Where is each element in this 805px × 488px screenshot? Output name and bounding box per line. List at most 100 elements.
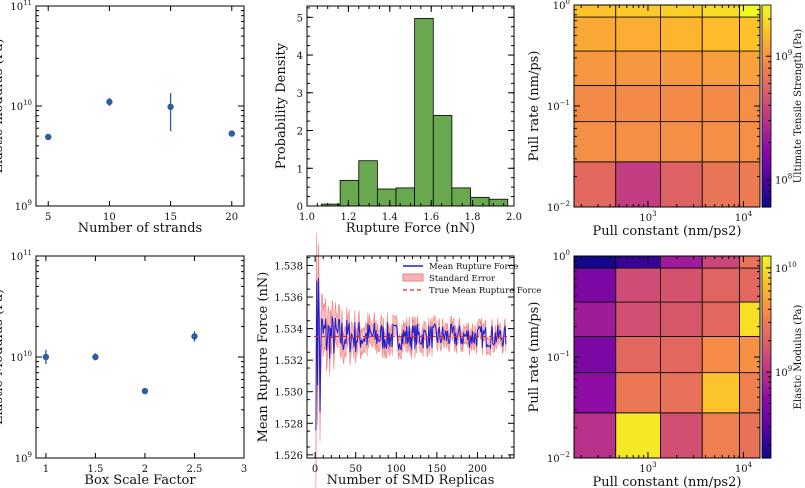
tick-exponent: 0	[566, 249, 570, 257]
colorbar-segment	[762, 296, 771, 301]
colorbar-frame	[761, 255, 772, 459]
x-tick-label: 3	[241, 464, 247, 475]
y-tick-label: 0	[297, 202, 303, 213]
colorbar-segment	[762, 346, 771, 351]
colorbar-segment	[762, 139, 771, 144]
tick-base: 10	[735, 213, 748, 224]
colorbar-segment	[762, 129, 771, 134]
y-tick-label: 100	[553, 0, 570, 12]
heatmap-cell	[660, 301, 703, 337]
y-tick-label: 1011	[10, 249, 32, 263]
x-axis-label: Number of strands	[78, 221, 202, 236]
colorbar-segment	[762, 259, 771, 264]
colorbar-segment	[762, 373, 771, 378]
x-tick-label: 0	[312, 464, 318, 475]
data-point	[92, 353, 99, 361]
x-tick-label: 200	[468, 464, 487, 475]
tick-base: 10	[15, 202, 28, 213]
y-axis-label: Elastic modulus (Pa)	[0, 38, 6, 173]
data-point	[42, 353, 50, 361]
colorbar-segment	[762, 276, 771, 281]
colorbar-segment	[762, 200, 771, 205]
colorbar-segment	[762, 156, 771, 161]
colorbar-segment	[762, 417, 771, 422]
heatmap-cell	[701, 161, 740, 208]
colorbar-segment	[762, 306, 771, 311]
y-tick-label: 1.528	[274, 419, 303, 430]
colorbar-segment	[762, 92, 771, 97]
tick-base: 10	[735, 464, 748, 475]
colorbar-segment	[762, 407, 771, 412]
colorbar-segment	[762, 353, 771, 358]
colorbar-segment	[762, 424, 771, 429]
colorbar-segment	[762, 85, 771, 90]
heatmap-cell	[615, 267, 661, 303]
colorbar-segment	[762, 340, 771, 345]
colorbar-segment	[762, 95, 771, 100]
tick-exponent: −1	[560, 99, 570, 107]
colorbar-segment	[762, 102, 771, 107]
tick-exponent: 9	[788, 365, 792, 373]
heatmap-cell	[615, 335, 661, 374]
colorbar-segment	[762, 52, 771, 57]
x-tick-label: 1	[43, 464, 49, 475]
colorbar-segment	[762, 262, 771, 267]
colorbar-frame	[761, 4, 772, 208]
x-tick-label: 1.2	[340, 212, 356, 223]
heatmap-cell	[615, 84, 661, 123]
y-tick-label: 2	[297, 127, 303, 138]
colorbar-segment	[762, 316, 771, 321]
heatmap-cell	[739, 372, 761, 414]
x-tick-label: 104	[735, 461, 753, 475]
colorbar-segment	[762, 390, 771, 395]
colorbar-segment	[762, 48, 771, 53]
heatmap-cell	[573, 412, 617, 459]
colorbar-segment	[762, 427, 771, 432]
tick-base: 10	[775, 368, 788, 379]
x-axis-label: Box Scale Factor	[84, 473, 196, 488]
tick-exponent: 10	[788, 261, 797, 269]
colorbar-segment	[762, 126, 771, 131]
heatmap-cell	[660, 4, 703, 18]
y-tick-label: 10−2	[547, 200, 570, 214]
y-tick-label: 1.534	[274, 325, 303, 336]
heatmap-cell	[739, 301, 761, 337]
colorbar-segment	[762, 169, 771, 174]
y-tick-label: 1.530	[274, 388, 303, 399]
heatmap-cell	[660, 255, 703, 269]
colorbar-segment	[762, 367, 771, 372]
x-tick-label: 100	[387, 464, 406, 475]
colorbar-segment	[762, 82, 771, 87]
colorbar-segment	[762, 256, 771, 260]
histogram-bar	[432, 115, 453, 207]
plot-frame	[306, 255, 515, 459]
mean-rupture-force-line	[315, 278, 507, 431]
colorbar-segment	[762, 333, 771, 338]
colorbar-segment	[762, 68, 771, 73]
colorbar-segment	[762, 434, 771, 439]
colorbar-segment	[762, 65, 771, 70]
heatmap-cell	[739, 4, 761, 18]
x-tick-label: 1.8	[465, 212, 481, 223]
colorbar-segment	[762, 319, 771, 324]
colorbar-segment	[762, 286, 771, 291]
heatmap-cell	[615, 372, 661, 414]
heatmap-cell	[660, 121, 703, 163]
colorbar-segment	[762, 272, 771, 277]
colorbar-segment	[762, 330, 771, 335]
colorbar-segment	[762, 279, 771, 284]
colorbar-segment	[762, 269, 771, 274]
colorbar-segment	[762, 55, 771, 60]
colorbar-segment	[762, 31, 771, 36]
tick-base: 10	[15, 454, 28, 465]
colorbar-segment	[762, 136, 771, 141]
colorbar-segment	[762, 190, 771, 195]
heatmap-cell	[660, 161, 703, 208]
heatmap-cell	[701, 267, 740, 303]
y-tick-label: 5	[297, 13, 303, 24]
heatmap-cell	[739, 16, 761, 52]
x-tick-label: 104	[735, 210, 753, 224]
